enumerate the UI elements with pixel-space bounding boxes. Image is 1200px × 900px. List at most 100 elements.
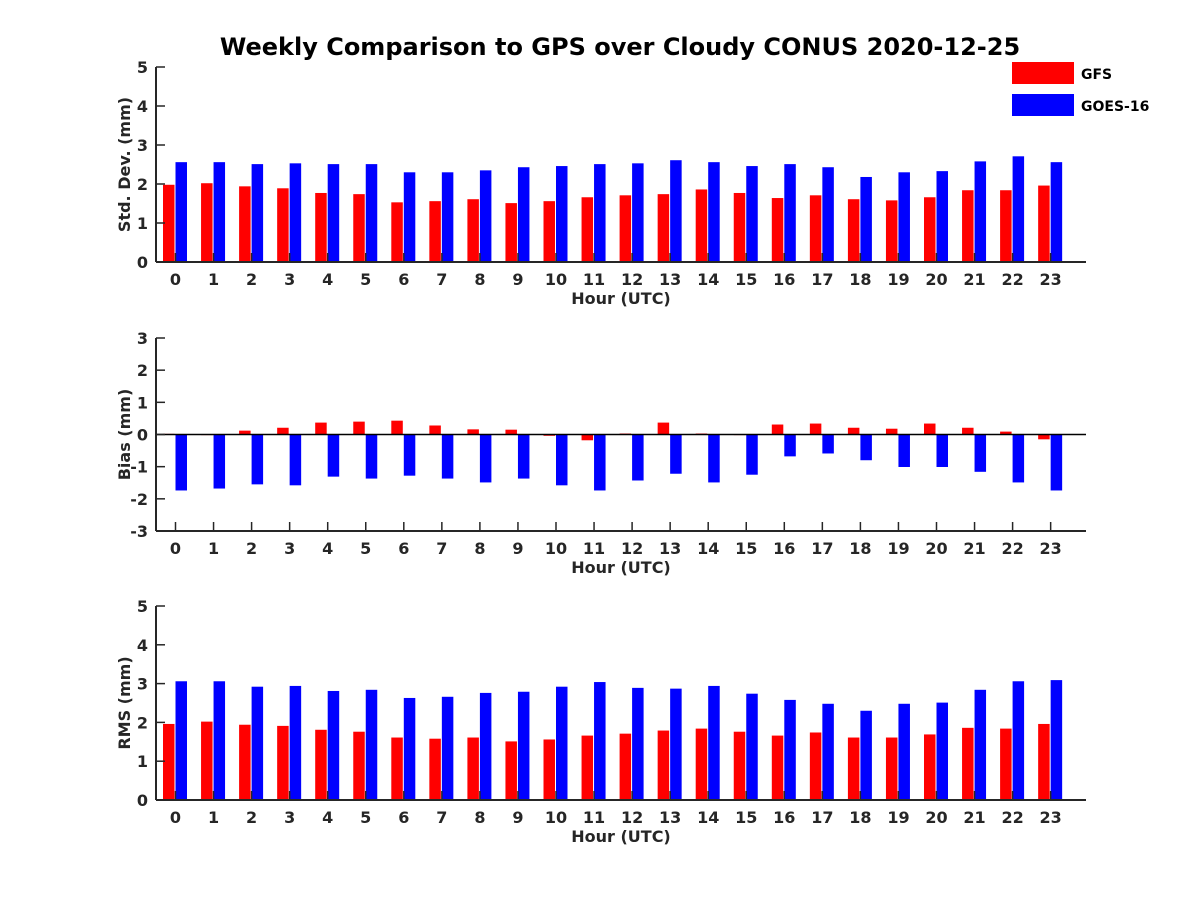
bar-goes16-hour-4: [327, 434, 340, 477]
bar-goes16-hour-1: [213, 162, 226, 262]
x-tick-label: 8: [474, 270, 485, 289]
bar-goes16-hour-17: [822, 703, 834, 800]
y-tick-label: -2: [130, 490, 148, 509]
bar-goes16-hour-6: [403, 697, 416, 800]
x-tick-label: 21: [963, 539, 985, 558]
x-tick-label: 20: [925, 808, 947, 827]
x-tick-label: 9: [512, 539, 523, 558]
bar-goes16-hour-2: [251, 434, 264, 485]
x-tick-label: 14: [697, 539, 719, 558]
x-tick-label: 1: [208, 539, 219, 558]
bar-goes16-hour-9: [517, 434, 530, 479]
y-tick-label: 3: [137, 329, 148, 348]
bar-goes16-hour-5: [365, 164, 378, 262]
bar-gfs-hour-15: [733, 731, 746, 800]
bar-goes16-hour-0: [175, 681, 187, 800]
bar-gfs-hour-18: [847, 737, 860, 800]
bar-gfs-hour-5: [353, 421, 365, 435]
bar-goes16-hour-10: [556, 166, 568, 262]
x-tick-label: 2: [246, 270, 257, 289]
bar-goes16-hour-9: [517, 691, 530, 800]
bar-gfs-hour-6: [391, 420, 403, 435]
y-tick-label: -3: [130, 522, 148, 541]
x-tick-label: 8: [474, 808, 485, 827]
bar-goes16-hour-23: [1050, 434, 1063, 491]
x-tick-label: 14: [697, 808, 719, 827]
bar-goes16-hour-6: [403, 434, 416, 476]
x-tick-label: 16: [773, 270, 795, 289]
x-tick-label: 5: [360, 808, 371, 827]
x-tick-label: 18: [849, 539, 871, 558]
bar-goes16-hour-23: [1050, 162, 1063, 262]
bar-gfs-hour-13: [657, 422, 670, 435]
bar-goes16-hour-9: [517, 167, 530, 262]
bar-gfs-hour-16: [771, 424, 784, 435]
bar-gfs-hour-8: [467, 199, 479, 262]
bar-gfs-hour-1: [201, 183, 213, 262]
bar-gfs-hour-22: [1000, 431, 1012, 435]
bar-gfs-hour-23: [1038, 723, 1050, 800]
bar-gfs-hour-4: [315, 422, 327, 435]
bar-gfs-hour-9: [505, 429, 517, 435]
bar-goes16-hour-18: [860, 710, 872, 800]
bar-goes16-hour-17: [822, 434, 834, 454]
y-tick-label: 2: [137, 361, 148, 380]
x-tick-label: 21: [963, 808, 985, 827]
bar-goes16-hour-19: [898, 434, 910, 467]
y-tick-label: 1: [137, 752, 148, 771]
bar-gfs-hour-17: [809, 195, 822, 262]
bar-gfs-hour-13: [657, 194, 670, 262]
bar-goes16-hour-15: [746, 434, 758, 475]
bar-gfs-hour-7: [429, 425, 441, 435]
bar-goes16-hour-6: [403, 172, 416, 262]
x-tick-label: 12: [621, 270, 643, 289]
bar-goes16-hour-4: [327, 690, 340, 800]
bar-goes16-hour-7: [441, 172, 454, 262]
bar-goes16-hour-17: [822, 167, 834, 262]
y-axis-label: RMS (mm): [115, 656, 134, 749]
bar-goes16-hour-20: [936, 434, 948, 467]
x-tick-label: 10: [545, 270, 567, 289]
bar-goes16-hour-22: [1012, 434, 1025, 483]
bar-goes16-hour-3: [289, 685, 302, 800]
bar-goes16-hour-18: [860, 176, 872, 262]
bar-goes16-hour-2: [251, 164, 264, 262]
x-tick-label: 2: [246, 808, 257, 827]
bar-gfs-hour-19: [885, 737, 898, 800]
x-tick-label: 4: [322, 539, 333, 558]
bar-gfs-hour-0: [163, 184, 175, 262]
x-tick-label: 7: [436, 270, 447, 289]
x-tick-label: 5: [360, 270, 371, 289]
bar-gfs-hour-7: [429, 201, 441, 262]
bar-goes16-hour-14: [708, 685, 720, 800]
bar-goes16-hour-21: [974, 434, 987, 472]
bar-gfs-hour-7: [429, 738, 441, 800]
bar-gfs-hour-21: [962, 427, 974, 435]
bar-goes16-hour-13: [670, 434, 682, 474]
x-tick-label: 10: [545, 539, 567, 558]
bar-gfs-hour-16: [771, 735, 784, 800]
x-tick-label: 23: [1040, 270, 1062, 289]
legend-swatch-goes16: [1012, 94, 1074, 116]
bar-goes16-hour-8: [479, 692, 492, 800]
x-tick-label: 15: [735, 270, 757, 289]
x-tick-label: 13: [659, 270, 681, 289]
bar-goes16-hour-5: [365, 689, 378, 800]
bar-goes16-hour-16: [784, 434, 796, 457]
x-tick-label: 1: [208, 808, 219, 827]
bar-gfs-hour-9: [505, 203, 517, 262]
x-tick-label: 1: [208, 270, 219, 289]
x-tick-label: 17: [811, 270, 833, 289]
x-tick-label: 4: [322, 808, 333, 827]
bar-goes16-hour-7: [441, 696, 454, 800]
x-tick-label: 5: [360, 539, 371, 558]
bar-gfs-hour-12: [619, 733, 632, 800]
x-tick-label: 18: [849, 808, 871, 827]
bar-gfs-hour-12: [619, 195, 632, 262]
bar-goes16-hour-22: [1012, 681, 1025, 800]
bar-goes16-hour-19: [898, 703, 910, 800]
x-tick-label: 0: [170, 270, 181, 289]
y-tick-label: 0: [137, 426, 148, 445]
bar-gfs-hour-4: [315, 192, 327, 262]
